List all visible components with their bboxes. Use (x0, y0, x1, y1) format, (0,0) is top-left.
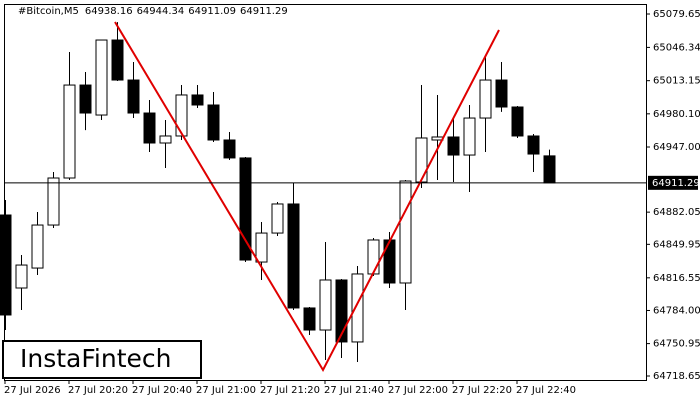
candle-body (543, 155, 556, 184)
last-open: 64938.16 (85, 6, 133, 17)
x-tick-label: 27 Jul 22:00 (388, 385, 448, 396)
candle-body (527, 135, 540, 155)
candle-body (239, 157, 252, 261)
x-tick-label: 27 Jul 21:20 (260, 385, 320, 396)
y-tick-label: 65046.34 (653, 42, 700, 53)
chart-title: #Bitcoin,M5 64938.16 64944.34 64911.09 64911… (18, 6, 288, 17)
candle-body (223, 139, 236, 159)
x-tick-label: 27 Jul 20:20 (68, 385, 128, 396)
candle-body (95, 39, 108, 116)
candle-body (255, 232, 268, 263)
x-tick-label: 27 Jul 20:40 (132, 385, 192, 396)
candle-body (287, 203, 300, 309)
x-tick-label: 27 Jul 2026 (4, 385, 61, 396)
symbol: #Bitcoin,M5 (18, 6, 79, 17)
y-tick-label: 64816.55 (653, 273, 700, 284)
candle-body (319, 279, 332, 331)
candle-body (127, 79, 140, 114)
y-tick-label: 65013.15 (653, 76, 700, 87)
x-tick-label: 27 Jul 22:20 (452, 385, 512, 396)
logo: InstaFintech (20, 344, 172, 373)
candle-body (495, 79, 508, 108)
candle-body (303, 307, 316, 331)
candle-body (31, 224, 44, 269)
candle-body (351, 273, 364, 343)
logo-box (2, 340, 202, 379)
candle-body (79, 84, 92, 114)
candle-body (143, 112, 156, 144)
candle-body (63, 84, 76, 179)
price-tag-label: 64911.29 (652, 178, 700, 189)
candle-body (447, 136, 460, 156)
y-tick-label: 65079.65 (653, 9, 700, 20)
candle-body (399, 180, 412, 284)
x-tick-label: 27 Jul 21:00 (196, 385, 256, 396)
candle-body (367, 239, 380, 275)
candle-body (479, 79, 492, 119)
x-tick-label: 27 Jul 22:40 (516, 385, 576, 396)
x-tick-label: 27 Jul 21:40 (324, 385, 384, 396)
y-tick-label: 64882.05 (653, 207, 700, 218)
candle-body (511, 106, 524, 137)
y-tick-label: 64750.95 (653, 339, 700, 350)
pattern-line (114, 21, 500, 373)
candle-body (271, 203, 284, 234)
candle-body (159, 135, 172, 144)
candle-body (15, 264, 28, 289)
candle-body (191, 94, 204, 106)
y-tick-label: 64784.00 (653, 305, 700, 316)
candle-body (207, 104, 220, 141)
candles (0, 22, 556, 363)
y-tick-label: 64980.10 (653, 109, 700, 120)
candle-body (383, 239, 396, 284)
y-tick-label: 64718.65 (653, 371, 700, 382)
candle-body (463, 117, 476, 156)
price-tag (648, 175, 698, 190)
y-tick-label: 64947.00 (653, 142, 700, 153)
candle-body (335, 279, 348, 343)
last-close: 64911.29 (240, 6, 288, 17)
candle-body (0, 214, 12, 316)
last-high: 64944.34 (137, 6, 185, 17)
y-tick-label: 64849.95 (653, 239, 700, 250)
candle-body (111, 39, 124, 81)
candle-body (415, 137, 428, 183)
candle-body (175, 94, 188, 137)
last-low: 64911.09 (188, 6, 236, 17)
candle-body (47, 177, 60, 226)
